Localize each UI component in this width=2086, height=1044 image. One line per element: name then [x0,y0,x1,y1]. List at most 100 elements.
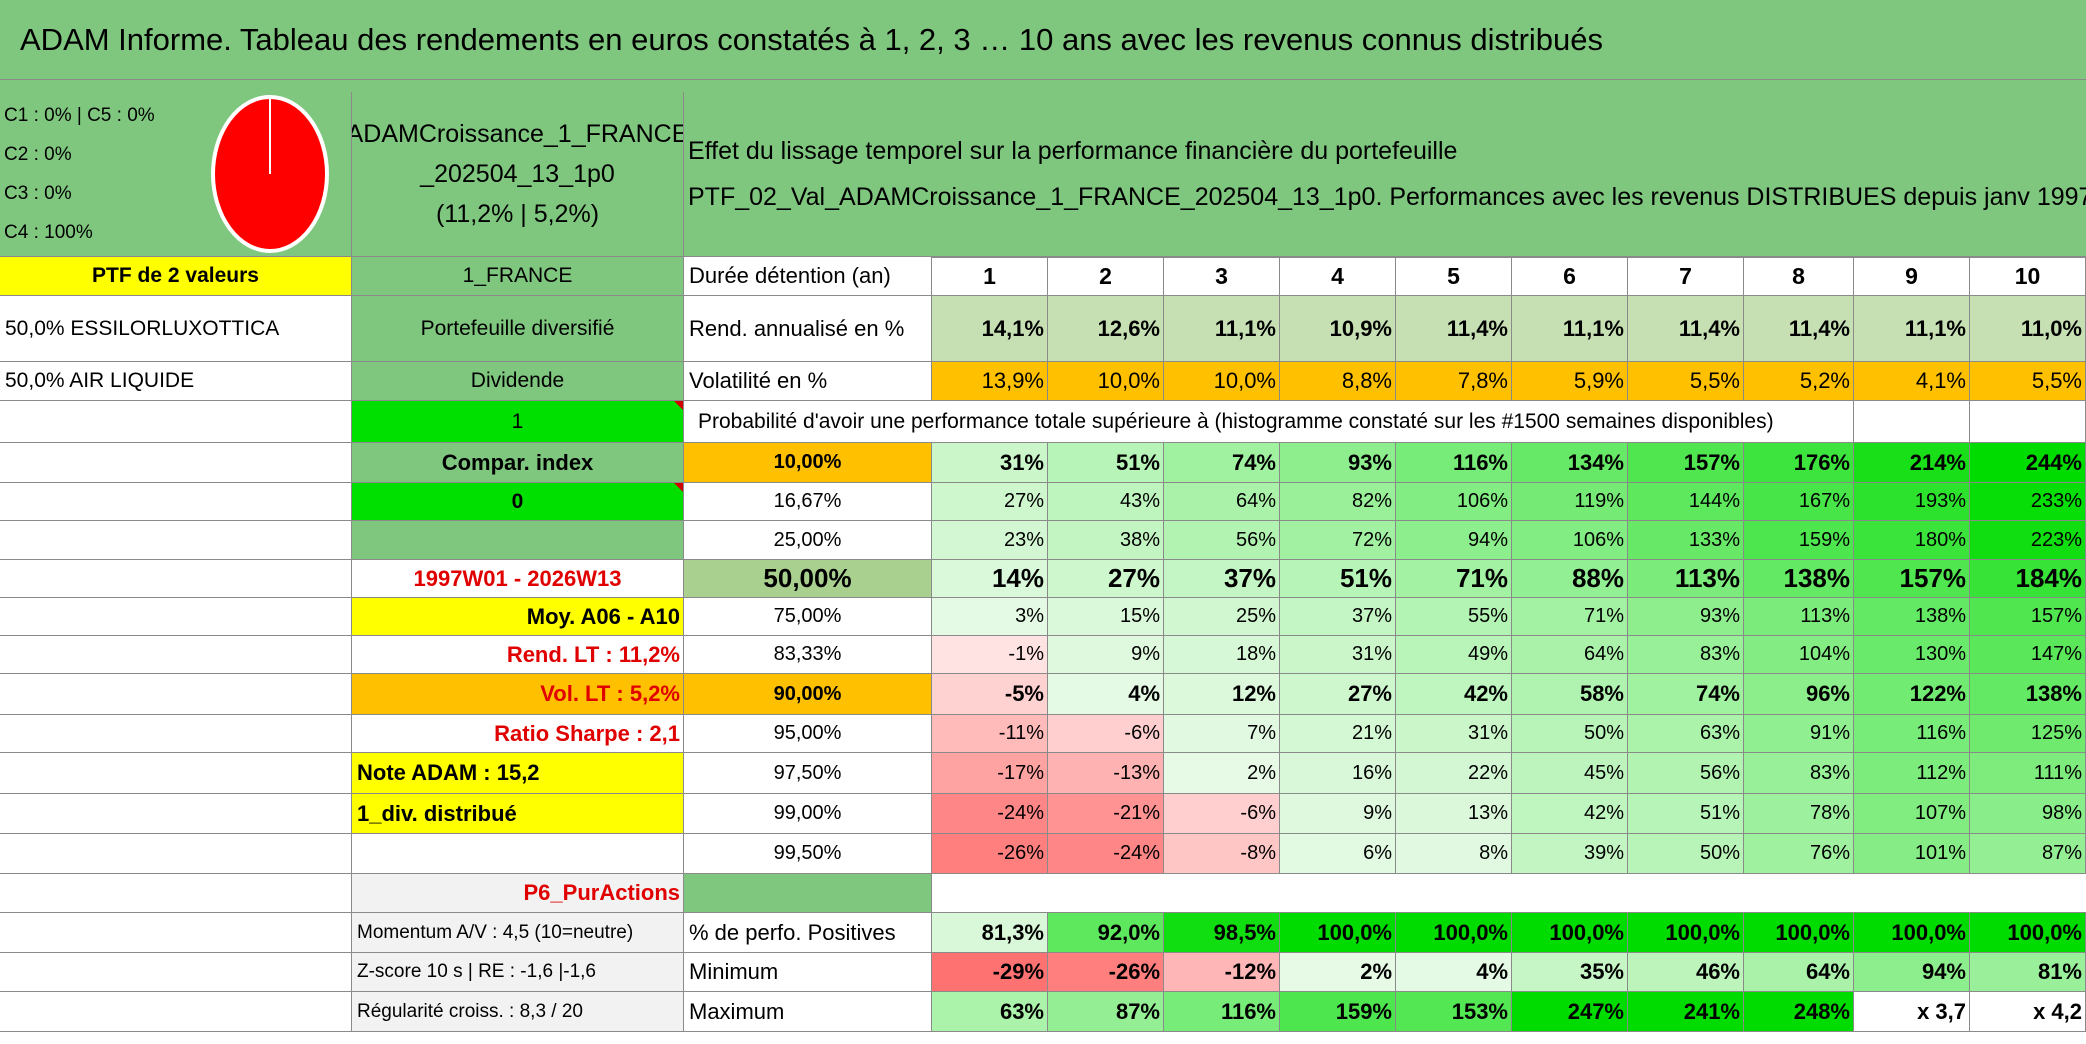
allocation-line: C2 : 0% [4,143,72,165]
maximum-perf-cell: 248% [1744,992,1854,1032]
probability-cell: 130% [1854,636,1970,674]
probability-cell: 96% [1744,674,1854,715]
annual-return-cell: 11,1% [1164,296,1280,362]
dividend-value-input[interactable]: 1 [352,401,684,443]
probability-cell: 83% [1744,753,1854,794]
empty-left-cell [0,636,352,674]
empty-left-cell [0,913,352,953]
probability-cell: 133% [1628,521,1744,560]
holding-1: 50,0% ESSILORLUXOTTICA [0,296,352,362]
probability-cell: -5% [932,674,1048,715]
year-header: 2 [1048,257,1164,296]
probability-cell: 82% [1280,483,1396,521]
probability-cell: 42% [1396,674,1512,715]
probability-cell: 63% [1628,715,1744,753]
probability-threshold: 83,33% [684,636,932,674]
empty-cell [1970,401,2086,443]
volatility-cell: 10,0% [1164,362,1280,401]
dividend-label: Dividende [352,362,684,401]
probability-cell: 72% [1280,521,1396,560]
probability-cell: 31% [1280,636,1396,674]
probability-cell: 49% [1396,636,1512,674]
probability-threshold: 10,00% [684,443,932,483]
probability-cell: 111% [1970,753,2086,794]
volatility-cell: 8,8% [1280,362,1396,401]
probability-cell: 58% [1512,674,1628,715]
volatility-cell: 5,5% [1970,362,2086,401]
positive-perf-cell: 100,0% [1970,913,2086,953]
probability-threshold: 90,00% [684,674,932,715]
year-header: 1 [932,257,1048,296]
empty-left-cell [0,443,352,483]
probability-cell: 107% [1854,794,1970,834]
blank-green-cell [352,521,684,560]
probability-cell: 56% [1164,521,1280,560]
probability-cell: 74% [1164,443,1280,483]
volatility-label: Volatilité en % [684,362,932,401]
probability-threshold: 95,00% [684,715,932,753]
probability-cell: 157% [1854,560,1970,598]
minimum-perf-cell: 4% [1396,953,1512,992]
probability-cell: 50% [1512,715,1628,753]
probability-cell: 56% [1628,753,1744,794]
probability-cell: 157% [1970,598,2086,636]
positive-perf-cell: 100,0% [1512,913,1628,953]
probability-cell: 93% [1628,598,1744,636]
probability-cell: 4% [1048,674,1164,715]
category-empty-cell [932,874,2086,913]
probability-cell: 22% [1396,753,1512,794]
annual-return-cell: 10,9% [1280,296,1396,362]
probability-cell: 76% [1744,834,1854,874]
volatility-cell: 5,2% [1744,362,1854,401]
probability-cell: 3% [932,598,1048,636]
period-label: 1997W01 - 2026W13 [352,560,684,598]
maximum-perf-cell: 87% [1048,992,1164,1032]
positive-perf-cell: 100,0% [1396,913,1512,953]
positive-perf-side-label: Momentum A/V : 4,5 (10=neutre) [352,913,684,953]
category-label: P6_PurActions [352,874,684,913]
annual-return-cell: 11,4% [1744,296,1854,362]
probability-cell: 116% [1854,715,1970,753]
probability-cell: 159% [1744,521,1854,560]
minimum-perf-side-label: Z-score 10 s | RE : -1,6 |-1,6 [352,953,684,992]
probability-cell: 9% [1048,636,1164,674]
volatility-cell: 4,1% [1854,362,1970,401]
volatility-cell: 10,0% [1048,362,1164,401]
holding-2: 50,0% AIR LIQUIDE [0,362,352,401]
probability-cell: 119% [1512,483,1628,521]
portfolio-name: ADAMCroissance_1_FRANCE _202504_13_1p0 (… [352,92,684,257]
portfolio-description: Effet du lissage temporel sur la perform… [684,92,2086,257]
maximum-perf-cell: 241% [1628,992,1744,1032]
probability-cell: -24% [1048,834,1164,874]
maximum-perf-side-label: Régularité croiss. : 8,3 / 20 [352,992,684,1032]
maximum-perf-cell: 116% [1164,992,1280,1032]
probability-cell: 180% [1854,521,1970,560]
positive-perf-cell: 81,3% [932,913,1048,953]
probability-cell: 13% [1396,794,1512,834]
year-header: 8 [1744,257,1854,296]
probability-threshold: 99,00% [684,794,932,834]
positive-perf-cell: 92,0% [1048,913,1164,953]
positive-perf-cell: 100,0% [1628,913,1744,953]
probability-cell: 16% [1280,753,1396,794]
allocation-line: C1 : 0% | C5 : 0% [4,104,155,126]
probability-threshold: 25,00% [684,521,932,560]
positive-perf-cell: 100,0% [1854,913,1970,953]
minimum-perf-cell: 81% [1970,953,2086,992]
probability-cell: 138% [1970,674,2086,715]
title-spacer [0,80,2086,92]
compar-value-input[interactable]: 0 [352,483,684,521]
probability-cell: 214% [1854,443,1970,483]
empty-left-cell [0,953,352,992]
diversified-label: Portefeuille diversifié [352,296,684,362]
duration-label: Durée détention (an) [684,257,932,296]
probability-threshold: 97,50% [684,753,932,794]
minimum-perf-cell: -12% [1164,953,1280,992]
probability-cell: 71% [1396,560,1512,598]
long-term-return: Rend. LT : 11,2% [352,636,684,674]
probability-cell: 147% [1970,636,2086,674]
positive-perf-label: % de perfo. Positives [684,913,932,953]
maximum-perf-cell: 159% [1280,992,1396,1032]
probability-cell: -13% [1048,753,1164,794]
annual-return-label: Rend. annualisé en % [684,296,932,362]
